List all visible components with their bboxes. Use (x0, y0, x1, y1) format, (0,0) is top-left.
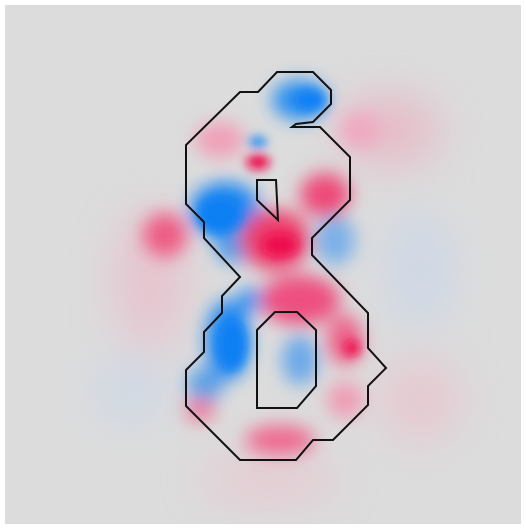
sharp-blobs (198, 90, 360, 370)
blobs (143, 80, 380, 455)
upper-hole (256, 179, 280, 223)
digit-outline (185, 71, 388, 461)
outer-contour (185, 71, 388, 461)
heatmap (90, 80, 460, 500)
lower-hole (256, 311, 317, 409)
